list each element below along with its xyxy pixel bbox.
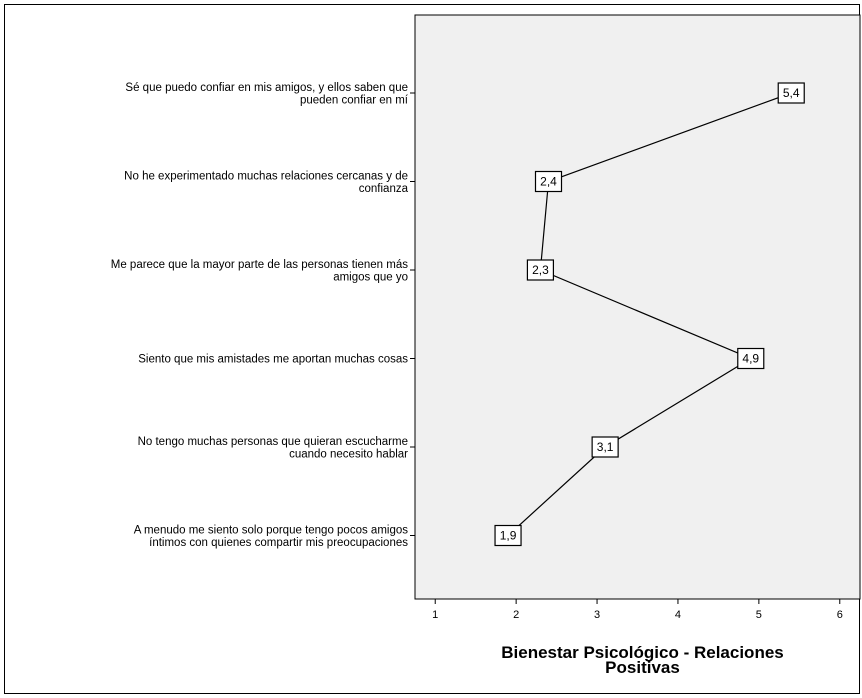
- data-point: 5,4: [777, 82, 805, 104]
- category-label-line: íntimos con quienes compartir mis preocu…: [149, 537, 408, 549]
- data-point: 2,4: [534, 170, 563, 193]
- category-label-line: amigos que yo: [333, 271, 408, 283]
- series-line: [507, 92, 792, 536]
- x-axis-title-line: Bienestar Psicológico - Relaciones: [501, 643, 783, 662]
- category-label-line: A menudo me siento solo porque tengo poc…: [134, 524, 409, 536]
- data-label: 3,1: [597, 440, 614, 454]
- data-point: 2,3: [526, 259, 555, 281]
- data-point: 1,9: [494, 524, 522, 547]
- category-label-line: cuando necesito hablar: [289, 448, 408, 460]
- x-axis: 1 2 3 4 5 6: [432, 599, 843, 621]
- data-point-marker: [534, 170, 563, 193]
- x-axis-title-line: Positivas: [605, 658, 680, 677]
- x-tick-label: 3: [594, 609, 600, 621]
- plot-area: [414, 14, 861, 600]
- data-point-marker: [591, 436, 619, 458]
- data-point-marker: [494, 524, 522, 547]
- x-tick-label: 2: [513, 609, 519, 621]
- data-label: 2,3: [532, 263, 549, 277]
- data-points: 5,4 2,4 2,3 4,9 3,1 1,9: [494, 82, 805, 547]
- data-point: 3,1: [591, 436, 619, 458]
- x-tick-label: 4: [675, 609, 681, 621]
- x-tick-label: 5: [756, 609, 762, 621]
- x-tick-label: 1: [432, 609, 438, 621]
- category-ticks: [410, 92, 415, 536]
- category-label-line: pueden confiar en mí: [300, 94, 409, 106]
- data-point-marker: [526, 259, 555, 281]
- x-tick-label: 6: [837, 609, 843, 621]
- category-label-line: No tengo muchas personas que quieran esc…: [138, 436, 408, 448]
- data-point-marker: [777, 82, 805, 104]
- data-label: 5,4: [783, 86, 800, 100]
- data-point: 4,9: [737, 347, 765, 370]
- category-labels: Sé que puedo confiar en mis amigos, y el…: [111, 82, 409, 549]
- data-label: 4,9: [742, 352, 759, 366]
- x-axis-title: Bienestar Psicológico - RelacionesPositi…: [501, 643, 783, 677]
- data-label: 1,9: [500, 529, 517, 543]
- category-label-line: No he experimentado muchas relaciones ce…: [124, 170, 408, 182]
- category-label-line: confianza: [359, 183, 409, 195]
- category-label-line: Siento que mis amistades me aportan much…: [138, 354, 408, 366]
- category-label-line: Me parece que la mayor parte de las pers…: [111, 259, 408, 271]
- data-label: 2,4: [540, 175, 557, 189]
- category-label-line: Sé que puedo confiar en mis amigos, y el…: [125, 82, 408, 94]
- data-point-marker: [737, 347, 765, 370]
